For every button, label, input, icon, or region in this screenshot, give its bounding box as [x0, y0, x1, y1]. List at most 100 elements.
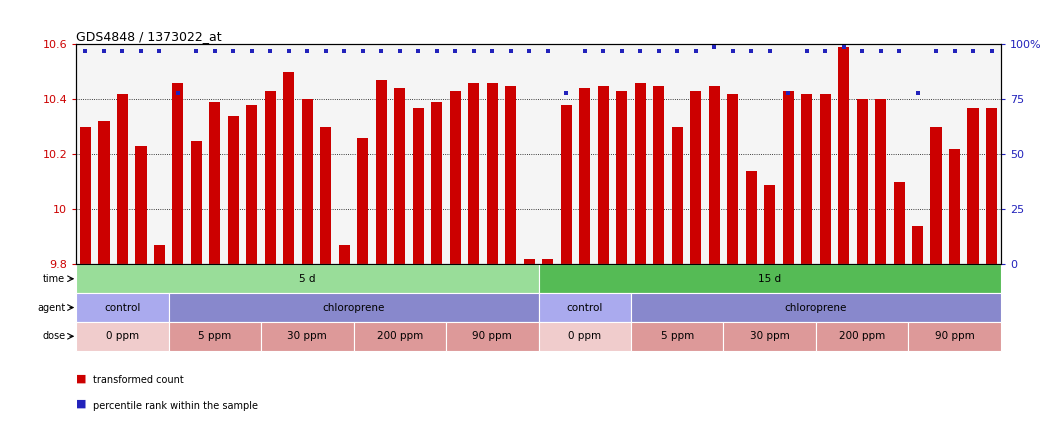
- Point: [558, 89, 575, 96]
- Text: 15 d: 15 d: [758, 274, 782, 284]
- Bar: [376, 80, 387, 264]
- Bar: [468, 83, 480, 264]
- Bar: [394, 88, 406, 264]
- Bar: [76, 264, 539, 293]
- Point: [281, 48, 298, 55]
- Point: [318, 48, 335, 55]
- Text: 5 ppm: 5 ppm: [198, 331, 232, 341]
- Bar: [136, 146, 146, 264]
- Point: [761, 48, 778, 55]
- Point: [724, 48, 741, 55]
- Bar: [801, 94, 812, 264]
- Point: [983, 48, 1000, 55]
- Text: 200 ppm: 200 ppm: [839, 331, 885, 341]
- Point: [373, 48, 390, 55]
- Text: 30 ppm: 30 ppm: [750, 331, 790, 341]
- Point: [299, 48, 316, 55]
- Bar: [690, 91, 701, 264]
- Point: [798, 48, 815, 55]
- Bar: [413, 108, 424, 264]
- Point: [928, 48, 945, 55]
- Bar: [746, 171, 757, 264]
- Bar: [708, 86, 720, 264]
- Point: [410, 48, 427, 55]
- Point: [95, 48, 112, 55]
- Bar: [354, 322, 446, 351]
- Point: [151, 48, 168, 55]
- Bar: [431, 102, 443, 264]
- Text: 90 ppm: 90 ppm: [472, 331, 513, 341]
- Bar: [191, 141, 202, 264]
- Bar: [505, 86, 517, 264]
- Text: 30 ppm: 30 ppm: [287, 331, 327, 341]
- Point: [650, 48, 667, 55]
- Bar: [168, 293, 538, 322]
- Point: [187, 48, 204, 55]
- Bar: [631, 322, 723, 351]
- Point: [521, 48, 538, 55]
- Bar: [168, 322, 262, 351]
- Bar: [357, 138, 369, 264]
- Text: percentile rank within the sample: percentile rank within the sample: [93, 401, 258, 411]
- Bar: [262, 322, 354, 351]
- Bar: [539, 264, 1001, 293]
- Bar: [98, 121, 109, 264]
- Text: 5 d: 5 d: [299, 274, 316, 284]
- Text: time: time: [43, 274, 66, 284]
- Bar: [173, 83, 183, 264]
- Bar: [909, 322, 1001, 351]
- Point: [873, 48, 890, 55]
- Point: [484, 48, 501, 55]
- Bar: [247, 105, 257, 264]
- Text: transformed count: transformed count: [93, 375, 184, 385]
- Text: agent: agent: [37, 302, 66, 313]
- Bar: [875, 99, 886, 264]
- Bar: [783, 91, 793, 264]
- Point: [965, 48, 982, 55]
- Text: ■: ■: [76, 373, 87, 383]
- Bar: [857, 99, 867, 264]
- Point: [687, 48, 704, 55]
- Point: [114, 48, 131, 55]
- Point: [891, 48, 908, 55]
- Point: [392, 48, 409, 55]
- Bar: [284, 72, 294, 264]
- Point: [447, 48, 464, 55]
- Text: 200 ppm: 200 ppm: [377, 331, 423, 341]
- Point: [336, 48, 353, 55]
- Bar: [838, 47, 849, 264]
- Point: [779, 89, 796, 96]
- Bar: [968, 108, 979, 264]
- Text: 90 ppm: 90 ppm: [935, 331, 974, 341]
- Bar: [539, 293, 631, 322]
- Point: [169, 89, 186, 96]
- Point: [539, 48, 556, 55]
- Bar: [76, 322, 168, 351]
- Bar: [302, 99, 312, 264]
- Bar: [265, 91, 276, 264]
- Bar: [728, 94, 738, 264]
- Text: GDS4848 / 1373022_at: GDS4848 / 1373022_at: [76, 30, 222, 43]
- Bar: [671, 127, 683, 264]
- Text: chloroprene: chloroprene: [322, 302, 384, 313]
- Text: 0 ppm: 0 ppm: [569, 331, 602, 341]
- Point: [909, 89, 926, 96]
- Bar: [446, 322, 538, 351]
- Point: [428, 48, 445, 55]
- Bar: [154, 245, 165, 264]
- Bar: [815, 322, 909, 351]
- Point: [742, 48, 759, 55]
- Point: [465, 48, 482, 55]
- Point: [613, 48, 630, 55]
- Point: [576, 48, 593, 55]
- Text: chloroprene: chloroprene: [785, 302, 847, 313]
- Point: [262, 48, 279, 55]
- Point: [595, 48, 612, 55]
- Bar: [765, 185, 775, 264]
- Text: 0 ppm: 0 ppm: [106, 331, 139, 341]
- Bar: [116, 94, 128, 264]
- Text: dose: dose: [42, 331, 66, 341]
- Bar: [542, 259, 553, 264]
- Bar: [320, 127, 331, 264]
- Bar: [986, 108, 998, 264]
